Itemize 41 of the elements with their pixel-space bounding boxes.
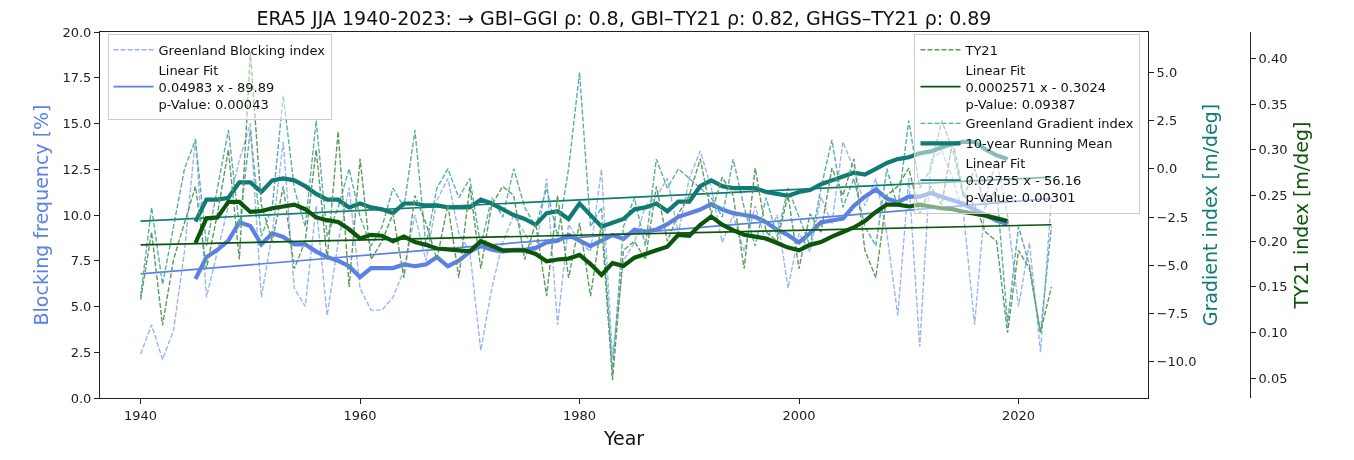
y3-tick-label: 0.20	[1258, 233, 1288, 249]
y2-tick-label: 0.0	[1156, 161, 1178, 177]
y2-tick-label: −7.5	[1156, 306, 1189, 322]
y3-tick-label: 0.40	[1258, 50, 1288, 66]
y3-tick-label: 0.25	[1258, 188, 1288, 204]
y2-tick-label: −2.5	[1156, 209, 1189, 225]
y3-tick-label: 0.35	[1258, 96, 1288, 112]
x-tick-label: 2000	[782, 407, 816, 423]
chart-title: ERA5 JJA 1940-2023: → GBI–GGI ρ: 0.8, GBI–TY21 ρ: 0.82, GHGS–TY21 ρ: 0.89	[256, 6, 992, 29]
x-tick-label: 1960	[343, 407, 377, 423]
legend-label: Greenland Gradient index	[965, 116, 1134, 132]
y2-tick-label: −5.0	[1156, 257, 1189, 273]
legend-label: 10-year Running Mean	[965, 136, 1113, 152]
x-tick-label: 2020	[1001, 407, 1036, 423]
legend-label: Greenland Blocking index	[158, 42, 326, 58]
y-tick-label: 12.5	[62, 161, 92, 177]
legend-label: TY21	[964, 42, 998, 58]
y3-tick-label: 0.15	[1258, 279, 1288, 295]
y-tick-label: 17.5	[62, 70, 92, 86]
y-axis-title: Blocking frequency [%]	[30, 104, 53, 326]
legend-label: Linear Fit 0.0002571 x - 0.3024 p-Value: 0.09387	[965, 62, 1107, 112]
y3-tick-label: 0.30	[1258, 142, 1288, 158]
y-tick-label: 0.0	[70, 390, 92, 406]
y-tick-label: 15.0	[62, 116, 92, 132]
y-tick-label: 20.0	[62, 24, 92, 40]
y3-axis-title: TY21 index [m/deg]	[1290, 121, 1313, 310]
y2-axis-title: Gradient index [m/deg]	[1199, 103, 1222, 327]
y3-tick-label: 0.10	[1258, 325, 1288, 341]
x-tick-label: 1980	[563, 407, 597, 423]
legend-label: Linear Fit 0.04983 x - 89.89 p-Value: 0.00043	[158, 62, 275, 112]
legend-label: Linear Fit 0.02755 x - 56.16 p-Value: 0.00301	[965, 156, 1082, 206]
y-tick-label: 5.0	[70, 299, 92, 315]
y2-tick-label: 2.5	[1156, 113, 1178, 129]
y-tick-label: 2.5	[70, 344, 92, 360]
y-tick-label: 10.0	[62, 207, 92, 223]
y-tick-label: 7.5	[70, 253, 92, 269]
x-axis-title: Year	[602, 427, 645, 450]
y2-tick-label: −10.0	[1156, 354, 1197, 370]
y2-tick-label: 5.0	[1156, 64, 1178, 80]
x-tick-label: 1940	[124, 407, 158, 423]
y3-tick-label: 0.05	[1258, 370, 1288, 386]
